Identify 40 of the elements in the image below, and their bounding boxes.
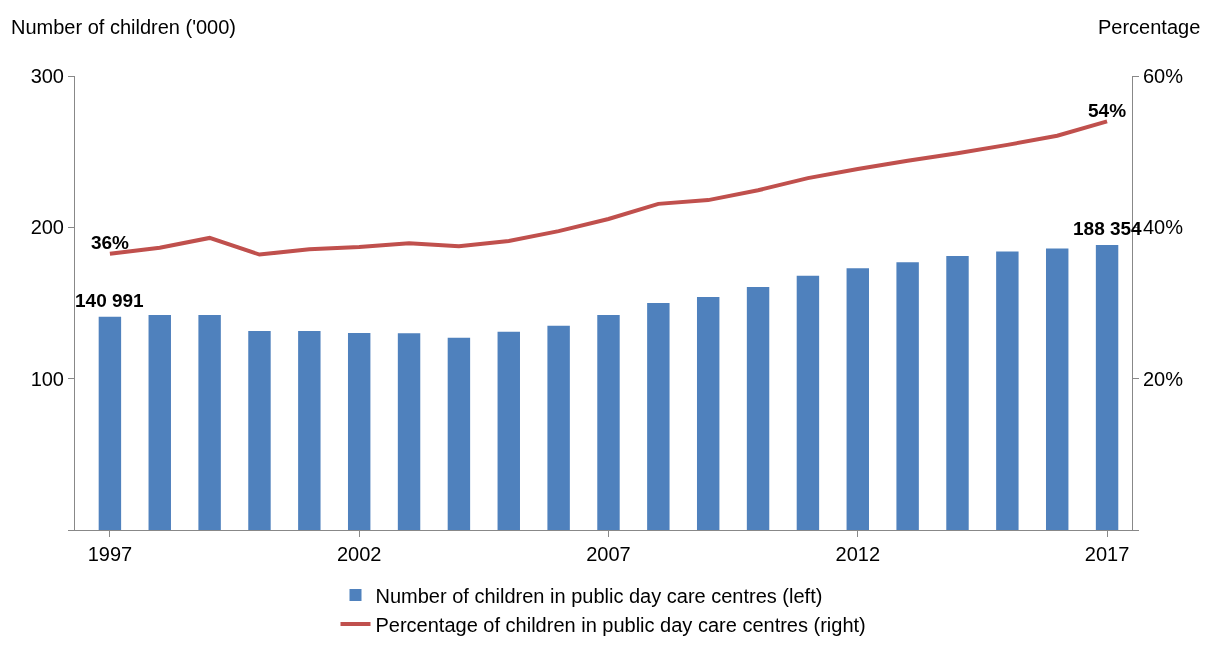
bar — [696, 296, 720, 530]
bar — [746, 287, 770, 530]
y-tick-label: 100 — [30, 367, 64, 390]
bar — [298, 331, 321, 530]
y2-tick-label: 60% — [1143, 65, 1184, 87]
data-label: 54% — [1088, 99, 1127, 121]
x-tick-label: 2007 — [586, 543, 631, 565]
bar — [1095, 244, 1119, 530]
y-axis-title: Number of children ('000) — [11, 16, 237, 38]
bar — [98, 316, 122, 530]
annotation: 188 354 — [1073, 218, 1143, 239]
bar — [996, 251, 1019, 530]
bar — [148, 315, 171, 530]
legend-label: Percentage of children in public day care centres (right) — [375, 613, 866, 636]
bar — [846, 268, 869, 530]
bar — [397, 333, 421, 530]
y-tick-label: 200 — [30, 216, 64, 239]
bar — [896, 262, 919, 530]
y2-tick-label: 40% — [1143, 216, 1184, 239]
bar — [447, 337, 471, 530]
bar — [597, 315, 620, 530]
bar — [198, 315, 221, 530]
bar — [497, 331, 520, 530]
bar — [647, 303, 670, 530]
y-tick-label: 300 — [30, 65, 64, 87]
x-tick-label: 1997 — [87, 543, 133, 565]
bar — [1045, 248, 1069, 530]
bar — [347, 332, 371, 530]
y2-axis-title: Percentage — [1098, 16, 1201, 38]
legend-label: Number of children in public day care centres (left) — [375, 584, 823, 607]
y2-tick-label: 20% — [1143, 367, 1184, 390]
x-tick-label: 2002 — [336, 543, 382, 565]
bar — [946, 256, 969, 530]
annotation: 140 991 — [75, 290, 145, 311]
bar — [547, 325, 570, 530]
bar — [248, 331, 271, 530]
bar — [796, 275, 820, 530]
x-tick-label: 2017 — [1084, 543, 1130, 565]
x-tick-label: 2012 — [835, 543, 881, 565]
data-label: 36% — [90, 232, 130, 254]
